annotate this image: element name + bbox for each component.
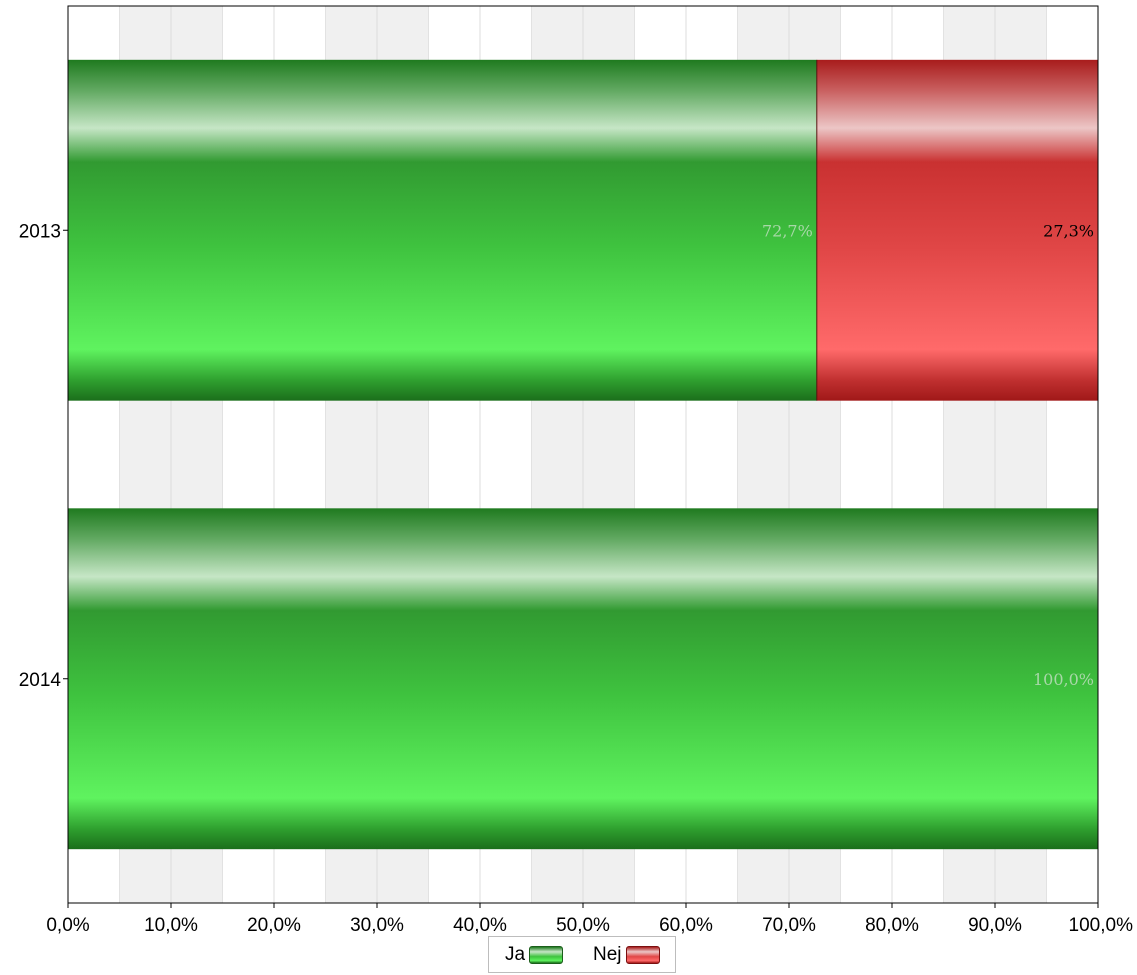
bar-ja-2013 [68,59,817,401]
x-tick-label: 50,0% [556,915,610,935]
legend-swatch-ja [529,946,564,964]
x-tick-label: 80,0% [865,915,919,935]
x-tick-label: 10,0% [144,915,198,935]
x-tick-label: 0,0% [46,915,89,935]
data-label-nej-2013: 27,3% [1043,221,1094,240]
legend-label-ja: Ja [505,944,526,965]
x-tick-label: 70,0% [762,915,816,935]
data-label-ja-2013: 72,7% [762,221,813,240]
bar-ja-2014 [68,508,1098,850]
x-tick-label: 100,0% [1069,915,1134,935]
x-tick-label: 60,0% [659,915,713,935]
bar-nej-2013 [816,59,1098,401]
x-tick-label: 90,0% [968,915,1022,935]
y-tick-label-2013: 2013 [19,221,61,242]
legend-label-nej: Nej [593,944,622,965]
legend: Ja Nej [488,936,676,973]
data-label-ja-2014: 100,0% [1033,670,1094,689]
x-tick-label: 40,0% [453,915,507,935]
legend-item-ja[interactable]: Ja [505,943,564,967]
y-tick-label-2014: 2014 [19,670,62,691]
x-tick-label: 20,0% [247,915,301,935]
legend-swatch-nej [625,946,660,964]
x-tick-label: 30,0% [350,915,404,935]
chart-svg: 72,7% 27,3% 2013 100,0% 2014 0,0% 10,0% 20,0% 30… [19,5,1134,935]
legend-item-nej[interactable]: Nej [593,943,660,967]
